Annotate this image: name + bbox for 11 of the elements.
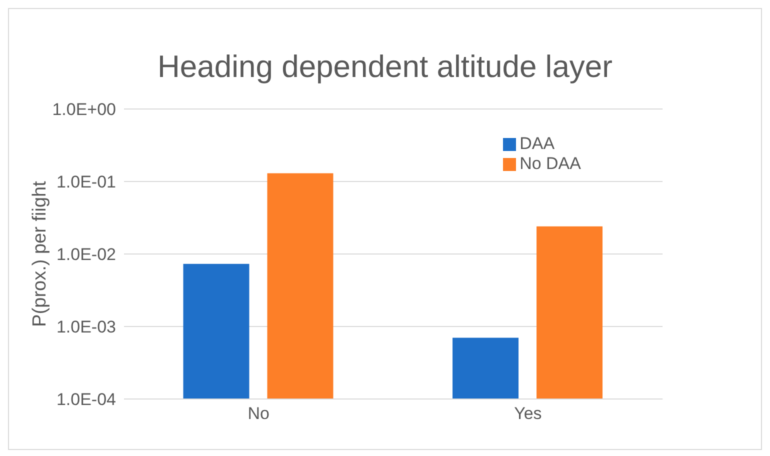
y-tick-label: 1.0E-04 <box>56 390 116 410</box>
chart-title: Heading dependent altitude layer <box>156 49 614 85</box>
legend-label: No DAA <box>520 154 581 173</box>
y-tick-label: 1.0E-03 <box>56 318 116 337</box>
x-tick-label: Yes <box>514 404 542 424</box>
y-axis-title: P(prox.) per fiight <box>30 180 51 327</box>
x-tick-label: No <box>248 404 270 424</box>
y-tick-label: 1.0E+00 <box>52 100 116 120</box>
y-tick-label: 1.0E-01 <box>56 172 116 192</box>
y-tick-label: 1.0E-02 <box>56 245 116 264</box>
legend-label: DAA <box>520 134 555 153</box>
